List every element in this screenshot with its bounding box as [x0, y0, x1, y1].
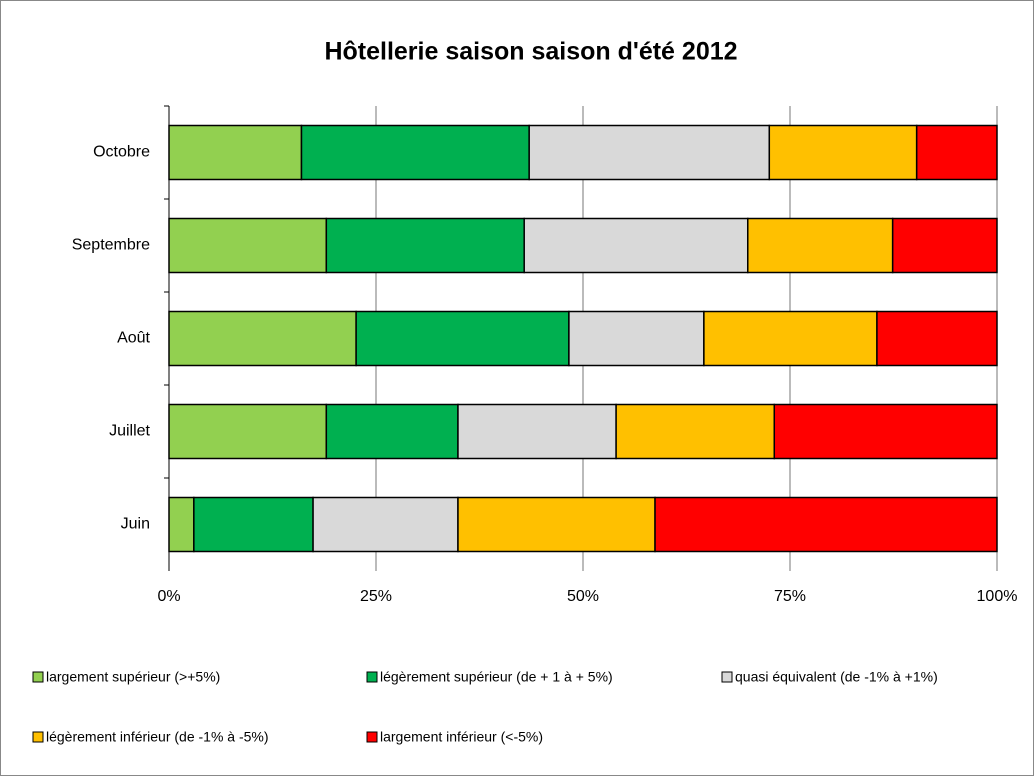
y-tick-label: Octobre	[93, 144, 150, 161]
bar-segment	[300, 124, 530, 181]
bar-segment	[523, 217, 749, 274]
bar-segment	[457, 496, 656, 553]
legend-swatch	[366, 731, 378, 743]
bar-segment	[325, 217, 525, 274]
y-tick-label: Juin	[121, 516, 150, 533]
bar-segment	[876, 310, 998, 367]
legend-swatch	[366, 671, 378, 683]
x-tick-label: 50%	[567, 588, 599, 605]
bar-segment	[312, 496, 459, 553]
bar-segment	[168, 403, 328, 460]
bar-segment	[168, 217, 328, 274]
legend-label: légèrement supérieur (de + 1 à + 5%)	[380, 669, 613, 685]
bar-segment	[773, 403, 998, 460]
bar-segment	[654, 496, 998, 553]
x-tick-label: 75%	[774, 588, 806, 605]
bar-segment	[168, 124, 303, 181]
bar-segment	[891, 217, 998, 274]
bar-segment	[457, 403, 617, 460]
y-tick-label: Août	[117, 330, 150, 347]
legend-swatch	[721, 671, 733, 683]
bar-segment	[168, 496, 195, 553]
y-tick-label: Juillet	[109, 423, 150, 440]
bar-segment	[193, 496, 314, 553]
bar-segment	[355, 310, 570, 367]
x-tick-label: 100%	[977, 588, 1018, 605]
bar-segment	[528, 124, 771, 181]
bar-segment	[915, 124, 998, 181]
bar-segment	[325, 403, 459, 460]
legend-swatch	[32, 671, 44, 683]
legend-label: légèrement inférieur (de -1% à -5%)	[46, 729, 269, 745]
chart-title: Hôtellerie saison saison d'été 2012	[324, 38, 737, 66]
bar-segment	[703, 310, 878, 367]
legend-swatch	[32, 731, 44, 743]
bar-segment	[615, 403, 776, 460]
bar-segment	[168, 310, 357, 367]
x-tick-label: 25%	[360, 588, 392, 605]
y-tick-label: Septembre	[72, 237, 150, 254]
bar-segment	[568, 310, 705, 367]
bar-segment	[768, 124, 918, 181]
x-tick-label: 0%	[157, 588, 180, 605]
legend-label: largement inférieur (<-5%)	[380, 729, 543, 745]
bar-segment	[747, 217, 894, 274]
legend-label: largement supérieur (>+5%)	[46, 669, 220, 685]
legend-label: quasi équivalent (de -1% à +1%)	[735, 669, 938, 685]
